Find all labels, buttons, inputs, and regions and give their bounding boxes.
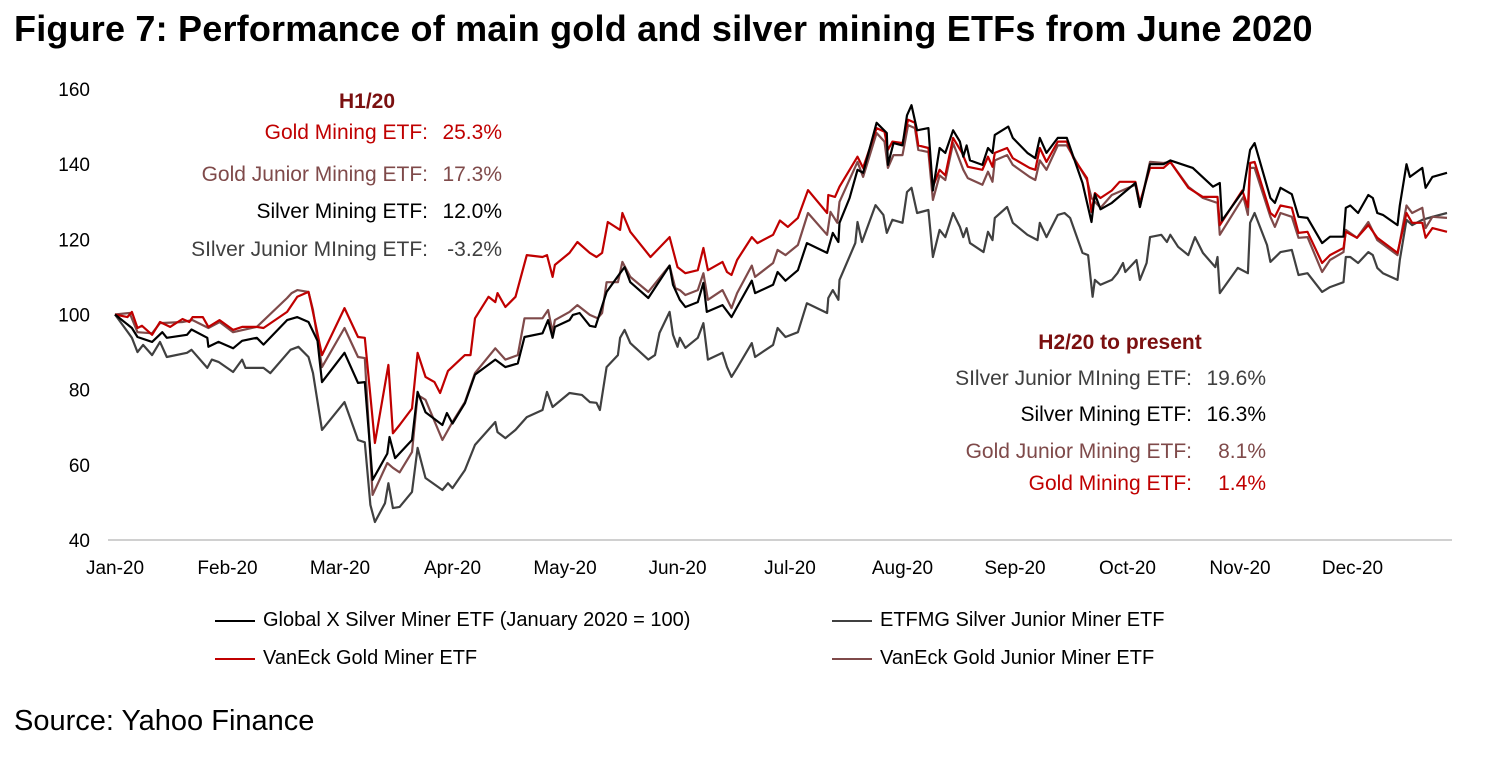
series-line-silver-junior-miner xyxy=(114,186,1448,524)
legend-item-gold: VanEck Gold Miner ETF xyxy=(215,647,477,670)
legend-swatch xyxy=(832,657,872,660)
legend-item-silver-junior: ETFMG Silver Junior Miner ETF xyxy=(832,609,1164,632)
x-tick-label: Apr-20 xyxy=(424,558,481,579)
y-axis-ticks: 40 60 80 100 120 140 160 xyxy=(58,80,90,552)
x-tick-label: Feb-20 xyxy=(197,558,257,579)
x-tick-label: Sep-20 xyxy=(984,558,1045,579)
legend-item-gold-junior: VanEck Gold Junior Miner ETF xyxy=(832,647,1154,670)
annotation-value: -3.2% xyxy=(447,238,502,261)
annotation-row: Silver Mining ETF: 12.0% xyxy=(28,200,502,224)
x-tick-label: Oct-20 xyxy=(1099,558,1156,579)
legend-label: ETFMG Silver Junior Miner ETF xyxy=(880,609,1165,631)
annotation-row: Silver Mining ETF: 16.3% xyxy=(792,403,1266,427)
y-tick-label: 140 xyxy=(58,155,90,176)
annotation-value: 25.3% xyxy=(442,121,502,144)
annotation-label: Gold Mining ETF: xyxy=(264,121,428,144)
annotation-label: SIlver Junior MIning ETF: xyxy=(955,367,1192,390)
annotation-value: 17.3% xyxy=(442,163,502,186)
legend-item-silver: Global X Silver Miner ETF (January 2020 … xyxy=(215,609,690,632)
legend-label: VanEck Gold Junior Miner ETF xyxy=(880,647,1155,669)
y-tick-label: 80 xyxy=(69,381,90,402)
x-tick-label: Dec-20 xyxy=(1322,558,1383,579)
annotation-row: Gold Junior Mining ETF: 8.1% xyxy=(792,440,1266,464)
x-tick-label: Nov-20 xyxy=(1209,558,1270,579)
annotation-label: Silver Mining ETF: xyxy=(1020,403,1192,426)
x-tick-label: May-20 xyxy=(533,558,596,579)
legend-swatch xyxy=(832,619,872,622)
x-tick-label: Mar-20 xyxy=(310,558,370,579)
series-line-silver-miner xyxy=(114,104,1448,481)
annotation-value: 12.0% xyxy=(442,200,502,223)
annotation-row: SIlver Junior MIning ETF: 19.6% xyxy=(792,367,1266,391)
annotation-row: Gold Mining ETF: 1.4% xyxy=(792,472,1266,496)
x-tick-label: Aug-20 xyxy=(872,558,933,579)
annotation-value: 16.3% xyxy=(1206,403,1266,426)
figure-title: Figure 7: Performance of main gold and s… xyxy=(14,8,1313,49)
x-tick-label: Jun-20 xyxy=(648,558,706,579)
annotation-label: Gold Junior Mining ETF: xyxy=(965,440,1192,463)
x-axis-ticks: Jan-20 Feb-20 Mar-20 Apr-20 May-20 Jun-20 Jul-… xyxy=(86,558,1383,579)
annotation-value: 1.4% xyxy=(1218,472,1266,495)
annotation-label: SIlver Junior MIning ETF: xyxy=(191,238,428,261)
annotation-row: SIlver Junior MIning ETF: -3.2% xyxy=(28,238,502,262)
legend-swatch xyxy=(215,657,255,660)
y-tick-label: 60 xyxy=(69,456,90,477)
source-note: Source: Yahoo Finance xyxy=(14,705,315,737)
y-tick-label: 120 xyxy=(58,230,90,251)
y-tick-label: 160 xyxy=(58,80,90,101)
h2-heading: H2/20 to present xyxy=(1038,331,1202,354)
y-tick-label: 40 xyxy=(69,531,90,552)
x-tick-label: Jan-20 xyxy=(86,558,144,579)
annotation-row: Gold Junior Mining ETF: 17.3% xyxy=(28,163,502,187)
annotation-label: Gold Junior Mining ETF: xyxy=(201,163,428,186)
annotation-label: Gold Mining ETF: xyxy=(1028,472,1192,495)
annotation-value: 19.6% xyxy=(1206,367,1266,390)
annotation-value: 8.1% xyxy=(1218,440,1266,463)
legend-label: VanEck Gold Miner ETF xyxy=(263,647,478,669)
legend-swatch xyxy=(215,619,255,622)
h1-heading: H1/20 xyxy=(338,90,396,113)
annotation-label: Silver Mining ETF: xyxy=(256,200,428,223)
y-tick-label: 100 xyxy=(58,306,90,327)
legend-label: Global X Silver Miner ETF (January 2020 … xyxy=(263,609,691,631)
series-lines xyxy=(114,104,1448,524)
series-line-gold-miner xyxy=(114,118,1448,445)
annotation-row: Gold Mining ETF: 25.3% xyxy=(28,121,502,145)
x-tick-label: Jul-20 xyxy=(764,558,816,579)
series-line-gold-junior-miner xyxy=(114,123,1448,496)
